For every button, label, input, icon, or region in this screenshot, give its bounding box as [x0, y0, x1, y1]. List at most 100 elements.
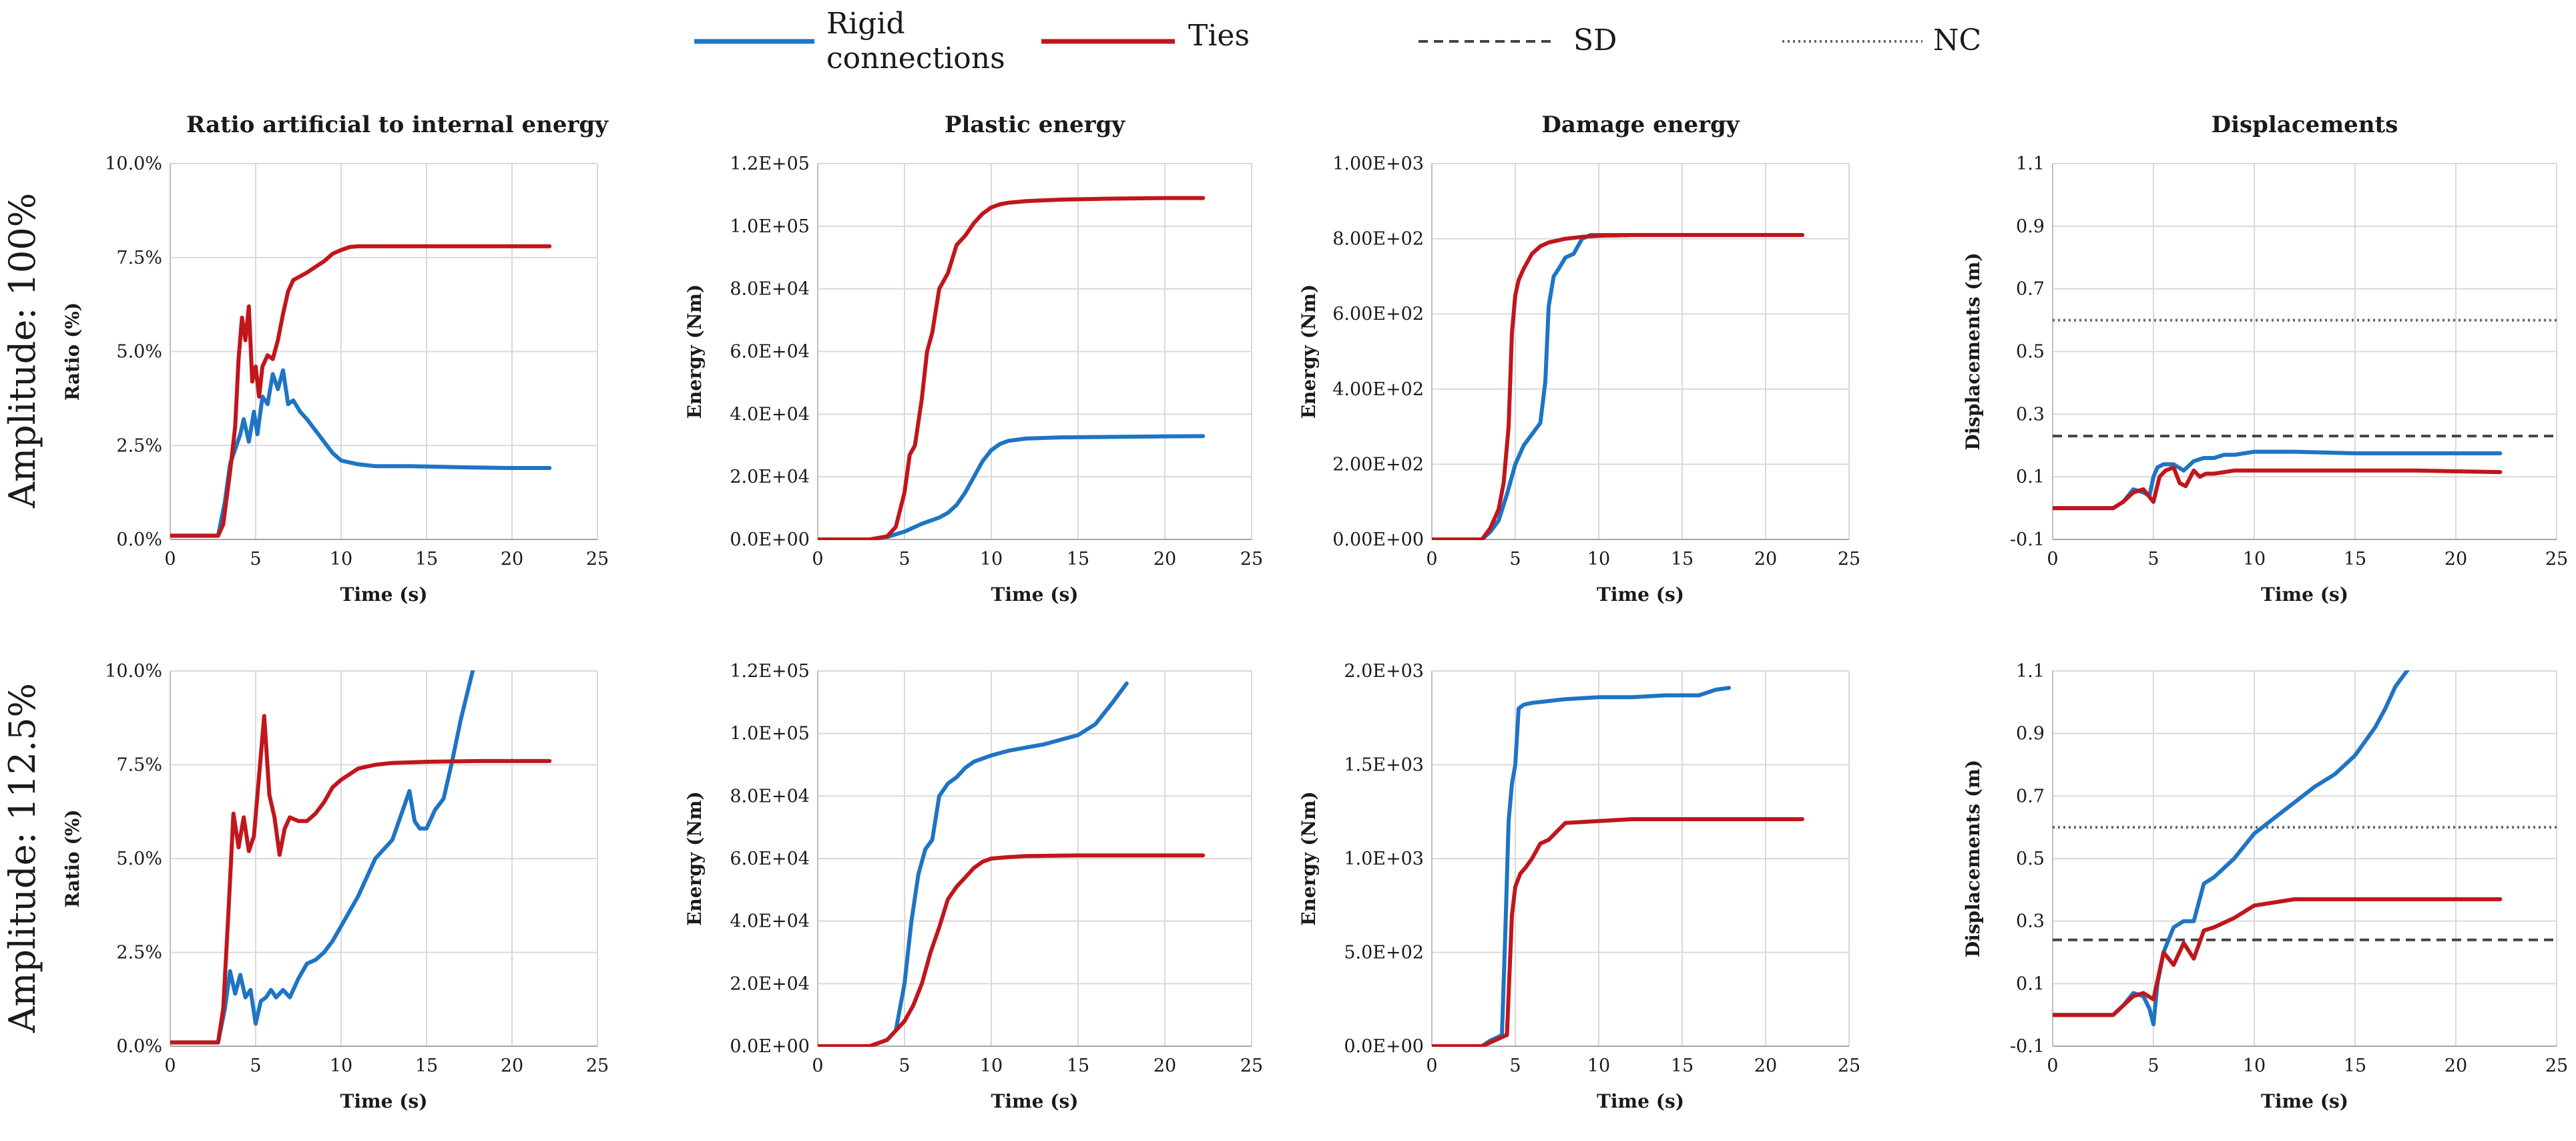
- y-tick-label: 6.0E+04: [730, 342, 810, 363]
- x-tick-label: 20: [1153, 1056, 1176, 1076]
- series-group: [818, 681, 1206, 1047]
- x-tick-label: 20: [2444, 1056, 2467, 1076]
- y-tick-label: 1.5E+03: [1344, 755, 1424, 776]
- series-line-rigid-connections: [818, 681, 1129, 1047]
- y-axis-title: Displacements (m): [1962, 760, 1984, 957]
- x-tick-label: 0: [1426, 549, 1437, 569]
- series-group: [818, 196, 1206, 540]
- x-tick-label: 20: [501, 549, 523, 569]
- panel-title: Plastic energy: [945, 111, 1125, 138]
- y-tick-label: 1.1: [2016, 661, 2045, 682]
- y-tick-label: 0.0E+00: [730, 529, 810, 550]
- y-tick-label: 5.0%: [116, 849, 162, 869]
- row-label-2: Amplitude: 112.5%: [1, 683, 43, 1034]
- y-tick-label: 0.3: [2016, 911, 2045, 932]
- x-tick-label: 15: [2344, 1056, 2366, 1076]
- x-axis-title: Time (s): [2261, 1090, 2348, 1112]
- series-line-rigid-connections: [2053, 670, 2410, 1027]
- x-tick-label: 15: [415, 549, 438, 569]
- y-tick-label: 10.0%: [105, 661, 162, 682]
- series-group: [170, 670, 552, 1045]
- y-tick-label: 0.0%: [116, 529, 162, 550]
- y-tick-label: 6.00E+02: [1332, 304, 1424, 324]
- x-tick-label: 25: [2545, 549, 2568, 569]
- series-line-ties: [2053, 465, 2503, 511]
- y-axis-title: Energy (Nm): [684, 791, 706, 926]
- chart-panel-r2-c4: -0.1 0.1 0.3 0.5 0.7 0.9 1.1 0 5 10 15 20 25 Time (s)…: [1962, 661, 2568, 1112]
- legend-label-nc: NC: [1933, 23, 1981, 57]
- y-tick-label: -0.1: [2010, 1036, 2045, 1057]
- x-tick-label: 5: [898, 1056, 910, 1076]
- y-tick-label: 7.5%: [116, 755, 162, 776]
- y-tick-label: 1.2E+05: [730, 154, 810, 174]
- y-axis-title: Energy (Nm): [684, 284, 706, 419]
- panel-title: Displacements: [2212, 111, 2398, 138]
- x-tick-label: 0: [164, 1056, 176, 1076]
- x-axis-title: Time (s): [991, 1090, 1079, 1112]
- y-tick-label: 2.0E+04: [730, 467, 810, 487]
- series-line-rigid-connections: [2053, 449, 2503, 511]
- y-tick-label: 0.7: [2016, 786, 2045, 807]
- y-tick-label: 1.1: [2016, 154, 2045, 174]
- x-axis-title: Time (s): [2261, 584, 2348, 606]
- y-tick-label: 0.7: [2016, 279, 2045, 300]
- x-tick-label: 15: [1671, 549, 1694, 569]
- x-tick-label: 25: [1838, 1056, 1860, 1076]
- panel-title: Ratio artificial to internal energy: [186, 111, 609, 138]
- panel-title: Damage energy: [1541, 111, 1740, 138]
- series-line-rigid-connections: [1432, 686, 1731, 1047]
- y-tick-label: 2.00E+02: [1332, 454, 1424, 475]
- series-group: [1432, 686, 1804, 1047]
- x-tick-label: 15: [1067, 1056, 1089, 1076]
- y-tick-label: 1.0E+03: [1344, 849, 1424, 869]
- chart-panel-r1-c1: 0.0% 2.5% 5.0% 7.5% 10.0% 0 5 10 15 20 25 Ratio art…: [61, 111, 609, 606]
- y-tick-label: 8.0E+04: [730, 786, 810, 807]
- x-tick-label: 20: [501, 1056, 523, 1076]
- x-tick-label: 5: [1509, 1056, 1521, 1076]
- series-group: [170, 244, 552, 538]
- chart-panel-r2-c1: 0.0% 2.5% 5.0% 7.5% 10.0% 0 5 10 15 20 25 Time (s) R…: [61, 661, 609, 1112]
- y-tick-label: 4.0E+04: [730, 404, 810, 425]
- x-tick-label: 0: [812, 1056, 823, 1076]
- series-line-rigid-connections: [170, 368, 552, 538]
- x-tick-label: 0: [1426, 1056, 1437, 1076]
- y-axis-title: Displacements (m): [1962, 252, 1984, 450]
- y-tick-label: 0.1: [2016, 467, 2045, 487]
- x-tick-label: 20: [1153, 549, 1176, 569]
- series-line-ties: [2053, 897, 2503, 1017]
- x-tick-label: 5: [250, 549, 261, 569]
- y-axis-title: Ratio (%): [61, 809, 83, 907]
- legend-label-ties: Ties: [1188, 19, 1250, 53]
- series-group: [1432, 233, 1804, 540]
- y-tick-label: 8.0E+04: [730, 279, 810, 300]
- y-tick-label: 4.00E+02: [1332, 379, 1424, 400]
- series-group: [2053, 449, 2503, 511]
- legend-label-sd: SD: [1573, 23, 1617, 57]
- series-line-ties: [170, 714, 552, 1045]
- y-tick-label: 8.00E+02: [1332, 229, 1424, 250]
- x-tick-label: 10: [2243, 549, 2266, 569]
- x-tick-label: 5: [250, 1056, 261, 1076]
- y-tick-label: 1.0E+05: [730, 216, 810, 237]
- y-tick-label: 1.0E+05: [730, 724, 810, 744]
- x-tick-label: 5: [2147, 1056, 2159, 1076]
- y-tick-label: 0.9: [2016, 724, 2045, 744]
- y-axis-title: Energy (Nm): [1298, 791, 1320, 926]
- x-tick-label: 25: [1240, 1056, 1263, 1076]
- y-tick-label: 0.5: [2016, 849, 2045, 869]
- legend-label-rigid: Rigid: [826, 7, 905, 41]
- x-tick-label: 25: [586, 1056, 609, 1076]
- series-line-ties: [1432, 233, 1804, 540]
- series-line-rigid-connections: [170, 670, 475, 1045]
- x-tick-label: 10: [1587, 1056, 1610, 1076]
- x-axis-title: Time (s): [340, 1090, 428, 1112]
- series-line-ties: [818, 196, 1206, 540]
- y-tick-label: 2.5%: [116, 435, 162, 456]
- x-tick-label: 5: [1509, 549, 1521, 569]
- x-axis-title: Time (s): [1597, 584, 1684, 606]
- x-tick-label: 10: [1587, 549, 1610, 569]
- x-tick-label: 15: [415, 1056, 438, 1076]
- series-group: [2053, 670, 2503, 1027]
- x-tick-label: 10: [330, 549, 352, 569]
- chart-panels: 0.0% 2.5% 5.0% 7.5% 10.0% 0 5 10 15 20 25 Ratio art…: [61, 111, 2568, 1112]
